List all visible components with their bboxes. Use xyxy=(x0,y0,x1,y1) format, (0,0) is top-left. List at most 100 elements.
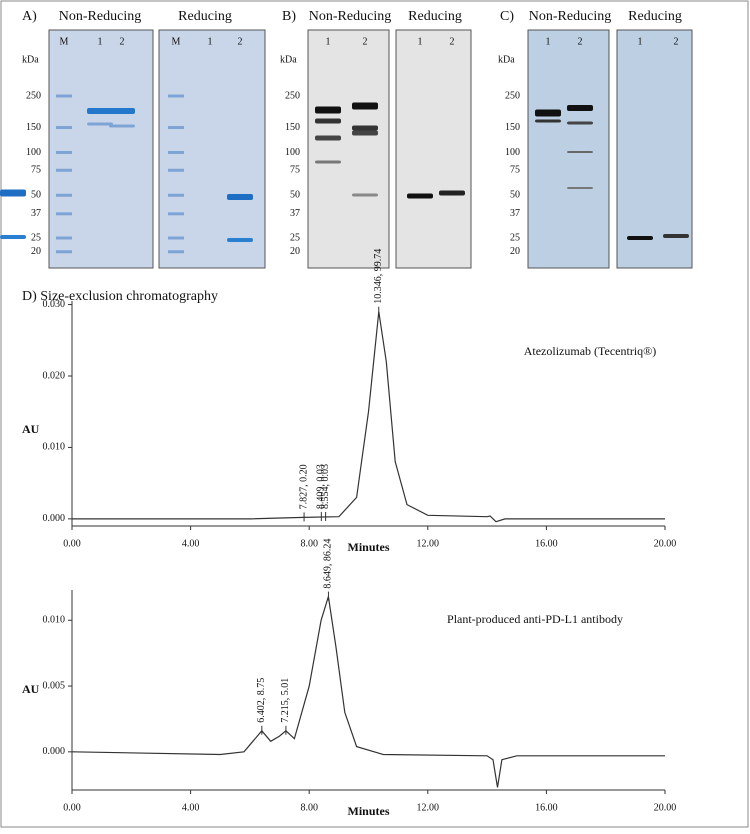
gel-band xyxy=(87,122,113,126)
x-tick-label: 8.00 xyxy=(300,538,318,549)
gel-band xyxy=(227,194,253,200)
gel-image xyxy=(48,29,154,269)
y-tick-label: 0.005 xyxy=(43,680,66,691)
chart-title: Atezolizumab (Tecentriq®) xyxy=(524,344,657,358)
gel-band xyxy=(407,193,433,199)
peak-label: 8.649, 86.24 xyxy=(323,539,334,589)
x-tick-label: 0.00 xyxy=(63,538,81,549)
marker-label: 75 xyxy=(31,165,41,176)
gel-image xyxy=(307,29,390,269)
ladder-band xyxy=(168,250,184,254)
y-tick-label: 0.000 xyxy=(43,746,66,757)
marker-label: 50 xyxy=(510,190,520,201)
y-axis-label: AU xyxy=(22,682,40,696)
x-tick-label: 16.00 xyxy=(535,802,558,813)
x-axis-label: Minutes xyxy=(348,804,390,818)
ladder-band xyxy=(56,250,72,254)
marker-label: 50 xyxy=(31,190,41,201)
peak-label: 10.346, 99.74 xyxy=(373,249,384,304)
lane-label: 2 xyxy=(238,36,243,47)
marker-label: 100 xyxy=(26,147,41,158)
lane-label: M xyxy=(172,36,181,47)
y-tick-label: 0.000 xyxy=(43,513,66,524)
gel-band xyxy=(663,234,689,238)
marker-label: 150 xyxy=(505,122,520,133)
unit-label: kDa xyxy=(22,54,39,65)
group-title: Reducing xyxy=(628,9,682,24)
marker-label: 250 xyxy=(26,90,41,101)
marker-label: 25 xyxy=(290,232,300,243)
gel-band xyxy=(315,160,341,164)
panel-label: C) xyxy=(500,9,514,24)
ladder-band xyxy=(168,151,184,155)
ladder-band xyxy=(168,126,184,130)
ladder-band xyxy=(168,236,184,240)
gel-band xyxy=(352,102,378,110)
gel-band xyxy=(535,109,561,117)
gel-band xyxy=(315,106,341,114)
section-title: D) Size-exclusion chromatography xyxy=(22,289,218,304)
gel-band xyxy=(627,236,653,240)
gel-band xyxy=(352,193,378,197)
gel-image xyxy=(395,29,472,269)
lane-label: 2 xyxy=(120,36,125,47)
marker-label: 100 xyxy=(285,147,300,158)
gel-band xyxy=(535,119,561,123)
x-axis-label: Minutes xyxy=(348,540,390,554)
lane-label: 1 xyxy=(546,36,551,47)
panel-label: A) xyxy=(22,9,37,24)
ladder-band xyxy=(56,94,72,98)
y-tick-label: 0.010 xyxy=(43,442,66,453)
ladder-band xyxy=(168,193,184,197)
y-tick-label: 0.010 xyxy=(43,615,66,626)
group-title: Non-Reducing xyxy=(529,9,611,24)
trace-line xyxy=(71,596,665,788)
marker-label: 37 xyxy=(510,208,520,219)
marker-label: 75 xyxy=(290,165,300,176)
x-tick-label: 4.00 xyxy=(182,802,200,813)
lane-label: 1 xyxy=(208,36,213,47)
y-axis-label: AU xyxy=(22,422,40,436)
marker-label: 25 xyxy=(31,232,41,243)
gel-image xyxy=(616,29,693,269)
peak-label: 7.215, 5.01 xyxy=(280,678,291,723)
ladder-band xyxy=(168,212,184,216)
lane-label: 2 xyxy=(450,36,455,47)
marker-label: 37 xyxy=(290,208,300,219)
marker-label: 50 xyxy=(290,190,300,201)
peak-label: 7.827, 0.20 xyxy=(298,464,309,509)
unit-label: kDa xyxy=(280,54,297,65)
lane-label: 2 xyxy=(674,36,679,47)
marker-label: 20 xyxy=(290,246,300,257)
gel-band xyxy=(567,151,593,153)
marker-label: 250 xyxy=(505,90,520,101)
marker-label: 20 xyxy=(31,246,41,257)
gel-band xyxy=(227,238,253,242)
gel-band xyxy=(352,130,378,136)
x-tick-label: 12.00 xyxy=(417,538,440,549)
gel-band xyxy=(352,125,378,131)
marker-label: 25 xyxy=(510,232,520,243)
ladder-band xyxy=(56,212,72,216)
peak-label: 8.409, 0.03 xyxy=(316,464,327,509)
ladder-band xyxy=(56,168,72,172)
marker-label: 37 xyxy=(31,208,41,219)
gel-band xyxy=(87,108,113,114)
ladder-band xyxy=(168,94,184,98)
gel-band xyxy=(109,108,135,114)
x-tick-label: 12.00 xyxy=(417,802,440,813)
ladder-band xyxy=(56,236,72,240)
lane-label: 2 xyxy=(578,36,583,47)
marker-label: 100 xyxy=(505,147,520,158)
gel-band xyxy=(567,121,593,125)
gel-band xyxy=(315,118,341,124)
group-title: Reducing xyxy=(408,9,462,24)
gel-band xyxy=(109,124,135,128)
group-title: Non-Reducing xyxy=(59,9,141,24)
x-tick-label: 4.00 xyxy=(182,538,200,549)
gel-image xyxy=(158,29,266,269)
group-title: Reducing xyxy=(178,9,232,24)
x-tick-label: 16.00 xyxy=(535,538,558,549)
lane-label: 1 xyxy=(418,36,423,47)
